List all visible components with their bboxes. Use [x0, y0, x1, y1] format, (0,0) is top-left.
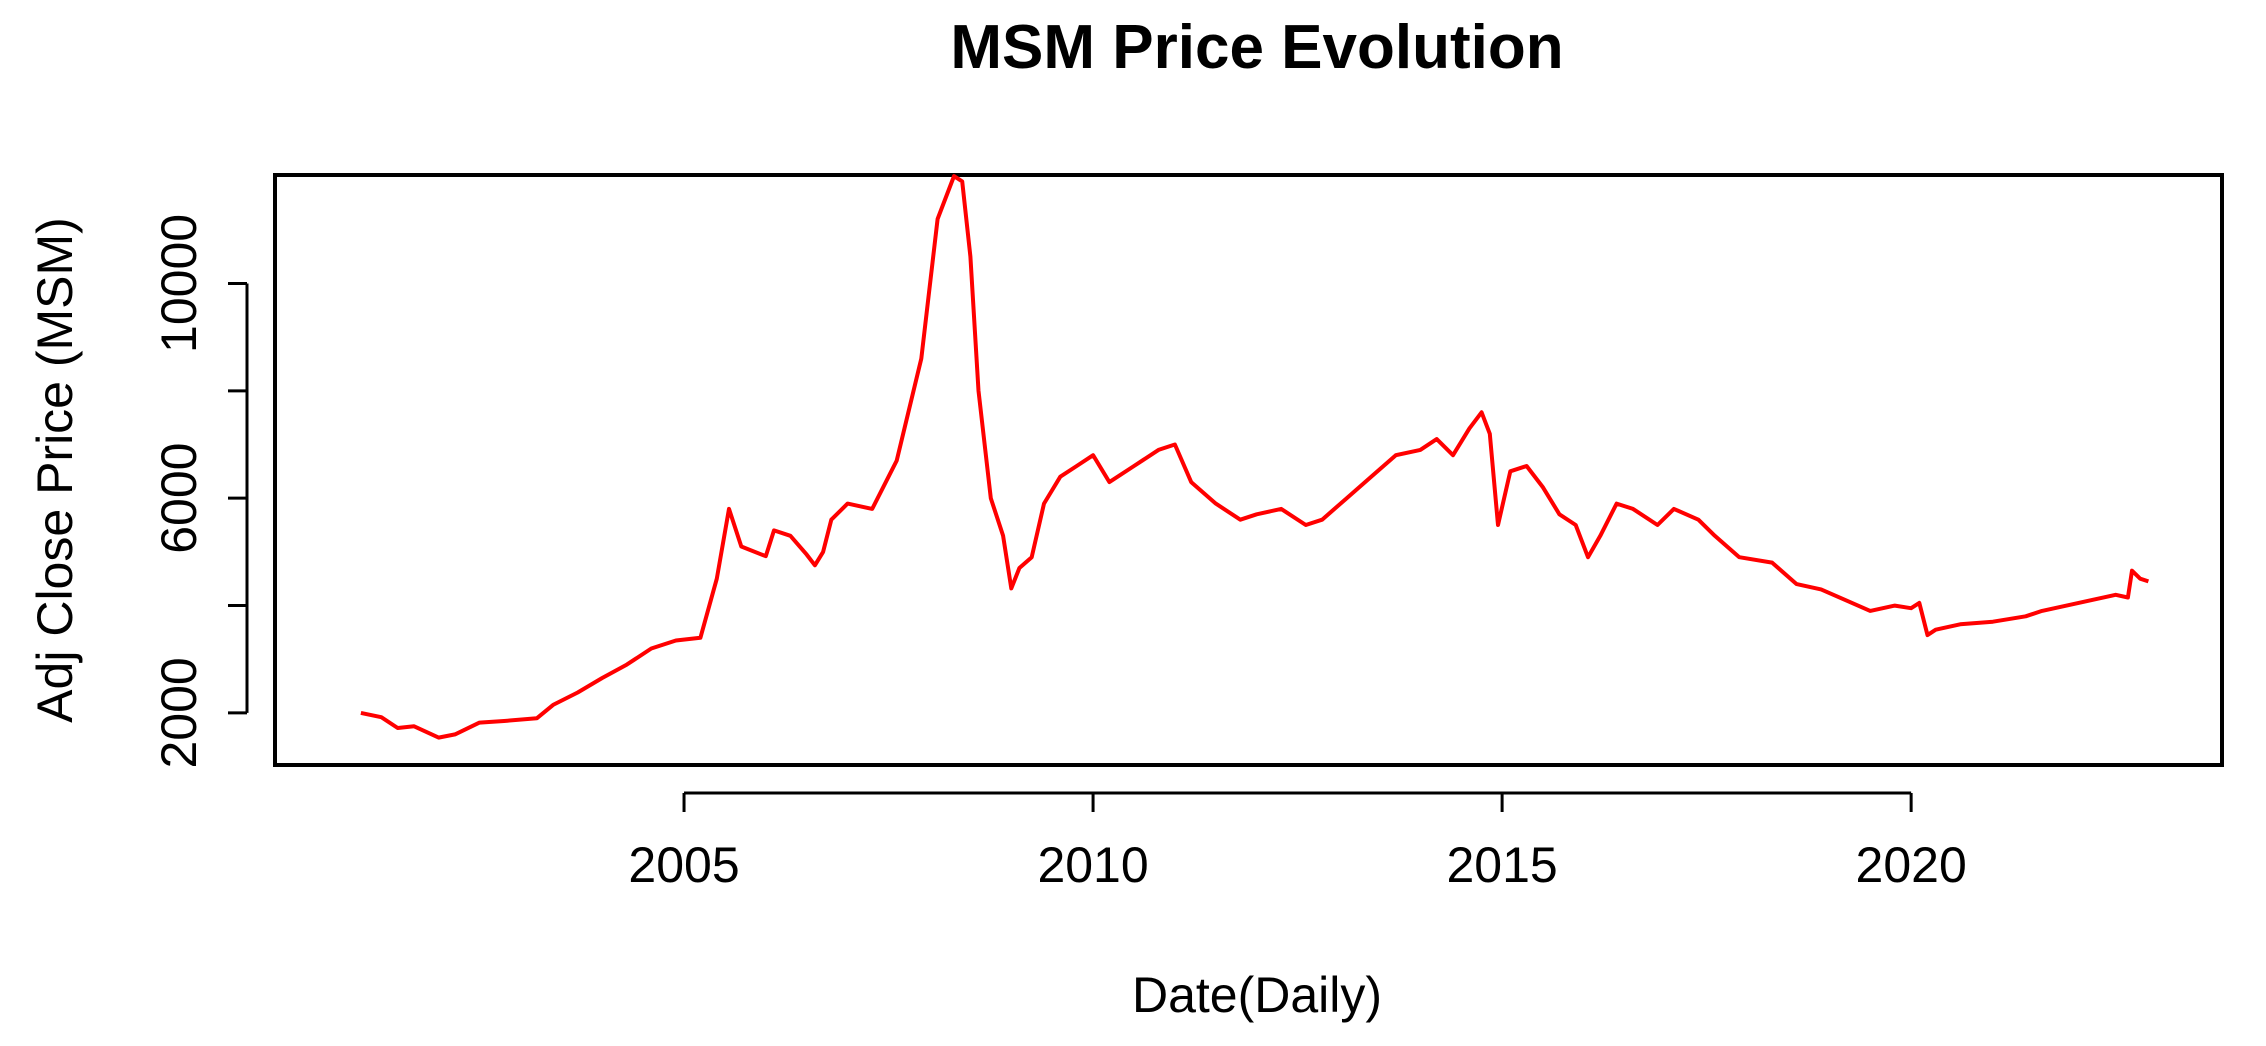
- x-tick-label: 2005: [628, 837, 739, 893]
- y-axis-label: Adj Close Price (MSM): [27, 217, 83, 723]
- series-line-msm: [360, 174, 2150, 740]
- x-tick-label: 2015: [1446, 837, 1557, 893]
- y-axis: 2000 6000 10000: [151, 214, 249, 769]
- x-axis-label: Date(Daily): [1132, 967, 1382, 1023]
- y-tick-label: 10000: [151, 214, 207, 353]
- x-tick-label: 2010: [1037, 837, 1148, 893]
- series-group: [360, 174, 2150, 740]
- plot-frame: [273, 173, 2224, 767]
- y-tick-label: 6000: [151, 443, 207, 554]
- x-tick-label: 2020: [1856, 837, 1967, 893]
- y-tick-label: 2000: [151, 657, 207, 768]
- x-axis: 2005 2010 2015 2020: [628, 791, 1967, 893]
- chart-title: MSM Price Evolution: [950, 13, 1563, 82]
